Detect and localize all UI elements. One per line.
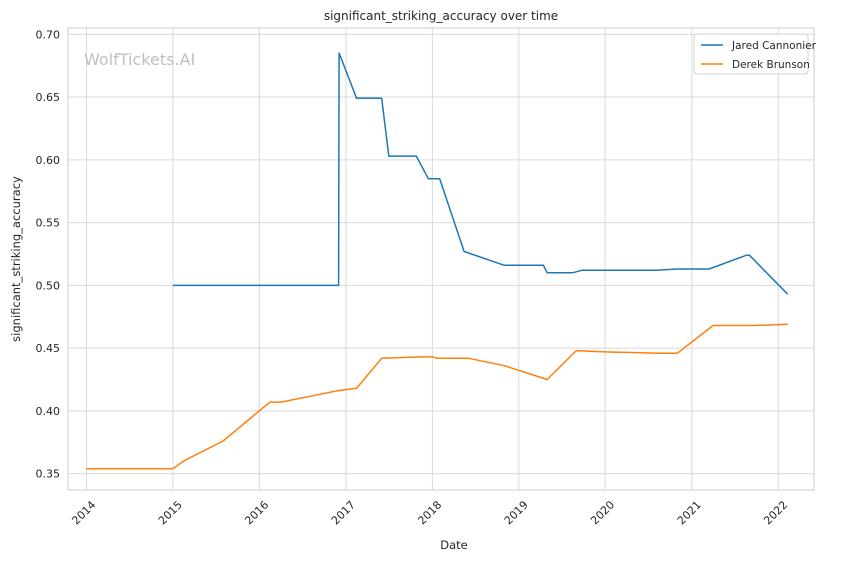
plot-frame	[67, 27, 815, 491]
x-tick-label: 2017	[329, 498, 358, 527]
x-axis-ticks: 2014 2015 2016 2017 2018 2019 2020 2021 2022	[69, 498, 790, 527]
legend-label-jared-cannonier: Jared Cannonier	[731, 40, 817, 52]
x-tick-label: 2021	[675, 498, 704, 527]
y-tick-label: 0.35	[36, 468, 61, 481]
y-tick-label: 0.50	[36, 279, 61, 292]
watermark: WolfTickets.AI	[84, 50, 195, 69]
y-tick-label: 0.55	[36, 217, 61, 230]
series-line-jared-cannonier	[172, 52, 789, 295]
y-tick-label: 0.65	[36, 91, 61, 104]
y-axis-title: significant_striking_accuracy	[9, 176, 23, 342]
x-tick-label: 2016	[242, 498, 271, 527]
legend: Jared Cannonier Derek Brunson	[693, 33, 817, 75]
x-tick-label: 2019	[502, 498, 531, 527]
x-tick-label: 2020	[588, 498, 617, 527]
y-tick-label: 0.40	[36, 405, 61, 418]
y-tick-label: 0.60	[36, 154, 61, 167]
chart-title: significant_striking_accuracy over time	[324, 9, 558, 23]
y-axis-ticks: 0.35 0.40 0.45 0.50 0.55 0.60 0.65 0.70	[36, 28, 61, 480]
y-tick-label: 0.70	[36, 28, 61, 41]
x-axis-title: Date	[440, 538, 468, 552]
grid	[68, 28, 814, 490]
series-layer	[86, 52, 789, 470]
series-line-derek-brunson	[86, 323, 788, 470]
x-tick-label: 2018	[415, 498, 444, 527]
y-tick-label: 0.45	[36, 342, 61, 355]
x-tick-label: 2022	[761, 498, 790, 527]
x-tick-label: 2014	[69, 498, 98, 527]
x-tick-label: 2015	[156, 498, 185, 527]
legend-label-derek-brunson: Derek Brunson	[732, 59, 810, 71]
